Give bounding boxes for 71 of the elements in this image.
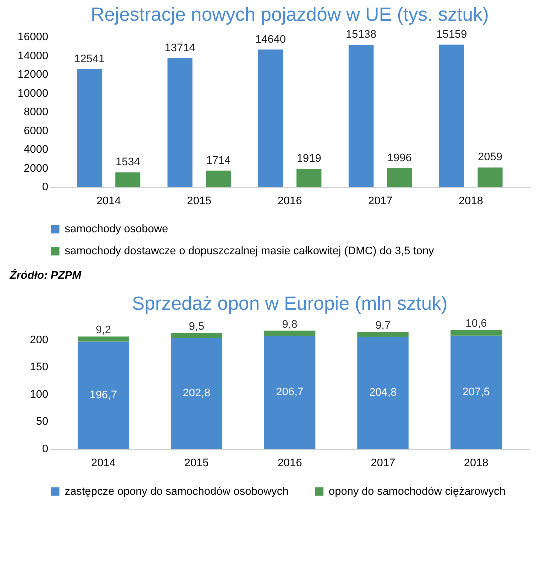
y-tick-label: 8000	[24, 106, 48, 118]
y-tick-label: 200	[30, 334, 48, 346]
data-label: 9,8	[282, 318, 298, 331]
data-label: 9,5	[189, 321, 204, 334]
chart-title: Rejestracje nowych pojazdów w UE (tys. sztuk)	[90, 4, 490, 26]
bar	[264, 336, 316, 449]
legend-label: zastępcze opony do samochodów osobowych	[65, 486, 289, 498]
data-label: 204,8	[369, 387, 397, 400]
bar	[439, 44, 464, 187]
data-label: 1919	[296, 153, 322, 166]
bar	[450, 336, 502, 449]
chart-title: Sprzedaż opon w Europie (mln sztuk)	[132, 294, 448, 316]
legend-label: samochody osobowe	[65, 224, 168, 236]
y-tick-label: 6000	[24, 125, 48, 138]
x-tick-label: 2015	[187, 196, 212, 208]
bar	[77, 69, 102, 187]
data-label: 15159	[436, 28, 468, 41]
x-tick-label: 2018	[464, 458, 489, 470]
x-tick-label: 2014	[91, 458, 116, 470]
y-tick-label: 0	[42, 444, 48, 456]
bar	[171, 338, 222, 449]
bar	[478, 168, 503, 187]
data-label: 12541	[74, 53, 105, 66]
bar	[168, 58, 193, 187]
bar	[206, 170, 232, 187]
bar	[78, 336, 130, 342]
data-label: 1714	[206, 154, 231, 167]
bar	[296, 169, 322, 187]
y-tick-label: 2000	[24, 162, 48, 175]
y-tick-label: 100	[30, 388, 48, 401]
y-tick-label: 14000	[18, 50, 48, 62]
text: Źródło: PZPM	[9, 269, 82, 282]
bar	[358, 332, 409, 338]
bar	[258, 50, 284, 187]
bar	[348, 45, 374, 187]
bar	[78, 342, 130, 449]
x-tick-label: 2014	[96, 196, 122, 208]
data-label: 14640	[255, 34, 286, 46]
y-tick-label: 0	[42, 182, 48, 194]
legend-label: samochody dostawcze o dopuszczalnej masie całkowitej (DMC) do 3,5 tony	[65, 246, 435, 258]
bar	[264, 330, 316, 336]
data-label: 207,5	[462, 386, 490, 398]
data-label: 206,7	[276, 386, 304, 399]
bar	[450, 330, 502, 336]
y-tick-label: 16000	[18, 32, 48, 44]
x-tick-label: 2017	[370, 458, 396, 470]
x-tick-label: 2016	[278, 458, 302, 470]
bar	[171, 333, 222, 338]
data-label: 196,7	[90, 389, 118, 402]
data-label: 2059	[478, 152, 503, 164]
x-tick-label: 2016	[278, 196, 302, 208]
data-label: 9,7	[376, 320, 391, 332]
x-tick-label: 2018	[458, 196, 484, 208]
x-tick-label: 2017	[368, 196, 393, 208]
data-label: 15138	[346, 29, 377, 42]
x-tick-label: 2015	[184, 458, 210, 470]
y-tick-label: 50	[36, 416, 48, 428]
y-tick-label: 150	[30, 362, 48, 374]
y-tick-label: 12000	[18, 69, 48, 81]
legend-label: opony do samochodów ciężarowych	[329, 486, 506, 498]
data-label: 1996	[388, 152, 412, 164]
data-label: 10,6	[466, 318, 488, 330]
bar	[387, 168, 412, 187]
bar	[358, 337, 409, 449]
data-label: 13714	[164, 42, 196, 54]
bar	[116, 172, 141, 187]
data-label: 9,2	[96, 324, 112, 337]
data-label: 202,8	[183, 388, 211, 400]
y-tick-label: 10000	[18, 88, 48, 100]
y-tick-label: 4000	[24, 144, 48, 156]
data-label: 1534	[116, 156, 140, 169]
